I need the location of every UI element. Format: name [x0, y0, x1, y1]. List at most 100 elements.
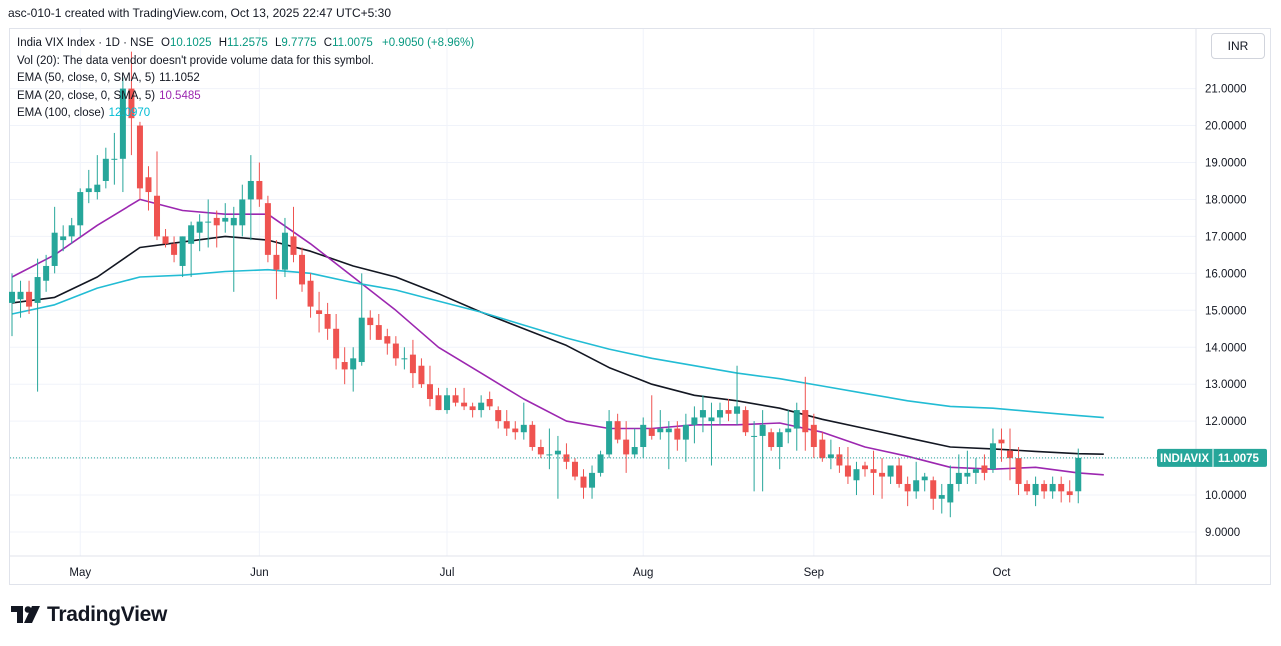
candle	[34, 258, 41, 392]
candle	[785, 410, 792, 444]
legend-symbol-row[interactable]: India VIX Index · 1D · NSE O10.1025 H11.…	[17, 35, 474, 53]
candle-body	[495, 410, 502, 422]
ema20-value: 10.5485	[159, 89, 201, 102]
price-tag-box	[1157, 448, 1267, 467]
tradingview-logo[interactable]: TradingView	[11, 603, 167, 627]
candle-body	[887, 465, 894, 477]
candle-body	[384, 336, 391, 344]
candle-body	[623, 439, 630, 455]
ohlc-high-value: 11.2575	[227, 37, 268, 49]
candle-body	[853, 469, 860, 481]
candle-body	[299, 254, 306, 285]
candle-body	[119, 88, 126, 159]
candle-body	[529, 424, 536, 448]
ohlc-close-key: C	[323, 37, 333, 49]
candle	[640, 417, 647, 459]
candle-body	[17, 291, 24, 300]
time-axis: May Jun Jul Aug Sep Oct	[69, 567, 1011, 579]
candle	[350, 347, 357, 392]
candle	[299, 247, 306, 292]
candle	[461, 387, 468, 411]
candle	[384, 328, 391, 355]
candle-body	[862, 465, 868, 470]
candle-body	[196, 221, 203, 233]
candle-body	[708, 417, 715, 422]
candle	[520, 402, 527, 440]
candle-body	[648, 428, 655, 436]
candle	[1049, 476, 1056, 499]
candle-body	[1066, 491, 1073, 496]
candle	[870, 450, 877, 496]
candle	[938, 483, 945, 514]
candle-body	[998, 439, 1005, 444]
candle	[699, 395, 706, 433]
y-tick-label: 15.0000	[1205, 305, 1247, 317]
y-tick-label: 9.0000	[1205, 527, 1240, 539]
ema50-value: 11.1052	[159, 72, 200, 85]
candle-body	[597, 454, 604, 473]
candle	[913, 461, 920, 499]
candle	[964, 450, 971, 484]
candle	[751, 421, 758, 492]
candle	[708, 402, 715, 466]
legend-ema50[interactable]: EMA (50, close, 0, SMA, 5) 11.1052	[17, 70, 474, 88]
candle	[614, 413, 621, 444]
currency-button[interactable]: INR	[1211, 33, 1265, 59]
candle	[563, 443, 570, 470]
candle	[341, 347, 348, 385]
candle-body	[145, 177, 152, 193]
candle-body	[503, 421, 510, 429]
candle-body	[358, 317, 365, 363]
candle-body	[34, 277, 41, 303]
candle	[955, 454, 962, 492]
candle-body	[759, 424, 766, 436]
candle-body	[43, 265, 50, 281]
candle	[725, 398, 732, 422]
candle-body	[930, 480, 937, 499]
legend-ema20[interactable]: EMA (20, close, 0, SMA, 5) 10.5485	[17, 88, 474, 106]
candle	[196, 214, 203, 252]
candle-body	[947, 483, 954, 503]
price-axis: 21.0000 20.0000 19.0000 18.0000 17.0000 16.00…	[1205, 84, 1247, 539]
candle	[401, 347, 408, 370]
ema100-label: EMA (100, close)	[17, 107, 105, 120]
x-tick-label: May	[69, 567, 91, 579]
candle	[887, 465, 894, 484]
candle	[256, 162, 263, 207]
candle-body	[452, 395, 459, 403]
ema20-label: EMA (20, close, 0, SMA, 5)	[17, 89, 156, 102]
legend-ema100[interactable]: EMA (100, close) 12.0970	[17, 105, 474, 123]
x-tick-label: Jul	[440, 567, 455, 579]
price-tag-symbol: INDIAVIX	[1160, 453, 1209, 465]
candle-body	[691, 417, 698, 425]
candle-body	[179, 236, 186, 266]
candle-body	[1049, 483, 1056, 492]
candle	[657, 410, 664, 440]
y-tick-label: 20.0000	[1205, 121, 1247, 133]
volume-note[interactable]: Vol (20): The data vendor doesn't provid…	[17, 54, 374, 67]
candle	[9, 273, 15, 337]
candle-body	[734, 406, 741, 414]
candle	[836, 447, 843, 473]
candle-body	[171, 243, 178, 255]
candle	[85, 169, 92, 204]
symbol-title[interactable]: India VIX Index · 1D · NSE	[17, 37, 154, 49]
candle-body	[281, 232, 288, 270]
change-value: +0.9050 (+8.96%)	[382, 37, 475, 49]
candle	[862, 461, 868, 477]
candle	[51, 206, 58, 274]
candle	[17, 280, 24, 318]
candle-body	[247, 180, 254, 200]
candle-body	[1075, 457, 1082, 492]
candle-body	[239, 199, 246, 226]
candle	[281, 217, 288, 278]
candle	[606, 410, 613, 459]
candle-body	[205, 221, 212, 223]
candle	[879, 458, 886, 499]
y-tick-label: 10.0000	[1205, 490, 1247, 502]
candle-body	[571, 461, 578, 477]
candle	[930, 476, 937, 510]
candle	[1024, 480, 1031, 496]
candle-body	[657, 428, 664, 433]
